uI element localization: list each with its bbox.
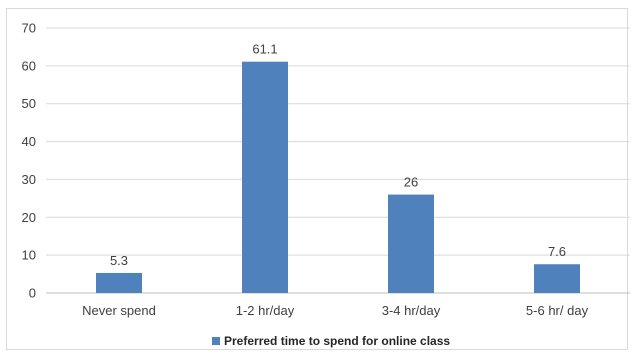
x-tick-label: 1-2 hr/day bbox=[236, 303, 295, 318]
y-tick-label: 60 bbox=[22, 58, 36, 73]
data-label: 61.1 bbox=[252, 42, 277, 57]
y-tick-label: 0 bbox=[29, 286, 36, 301]
gridlines bbox=[46, 27, 630, 294]
legend-label: Preferred time to spend for online class bbox=[224, 334, 450, 348]
data-label: 5.3 bbox=[110, 253, 128, 268]
x-tick-label: 5-6 hr/ day bbox=[526, 303, 589, 318]
y-tick-label: 10 bbox=[22, 248, 36, 263]
data-label: 7.6 bbox=[548, 244, 566, 259]
y-tick-label: 40 bbox=[22, 134, 36, 149]
x-tick-label: 3-4 hr/day bbox=[382, 303, 441, 318]
bar bbox=[388, 194, 434, 293]
y-axis-ticks: 0 10 20 30 40 50 60 70 bbox=[22, 21, 36, 301]
y-tick-label: 30 bbox=[22, 172, 36, 187]
data-label: 26 bbox=[404, 175, 418, 190]
legend-swatch bbox=[212, 337, 220, 345]
x-tick-label: Never spend bbox=[82, 303, 156, 318]
bar bbox=[96, 272, 142, 293]
legend: Preferred time to spend for online class bbox=[212, 334, 450, 348]
y-tick-label: 50 bbox=[22, 96, 36, 111]
data-labels: 5.3 61.1 26 7.6 bbox=[110, 42, 566, 268]
y-tick-label: 70 bbox=[22, 21, 36, 36]
y-tick-label: 20 bbox=[22, 210, 36, 225]
bar bbox=[534, 264, 580, 293]
bar bbox=[242, 61, 288, 293]
x-axis-ticks: Never spend 1-2 hr/day 3-4 hr/day 5-6 hr/ d… bbox=[82, 303, 588, 318]
bars bbox=[96, 61, 580, 293]
